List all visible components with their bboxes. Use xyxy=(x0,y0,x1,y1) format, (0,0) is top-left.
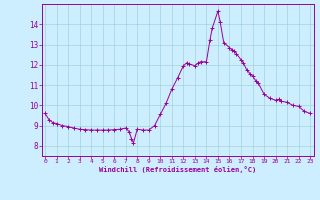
X-axis label: Windchill (Refroidissement éolien,°C): Windchill (Refroidissement éolien,°C) xyxy=(99,166,256,173)
